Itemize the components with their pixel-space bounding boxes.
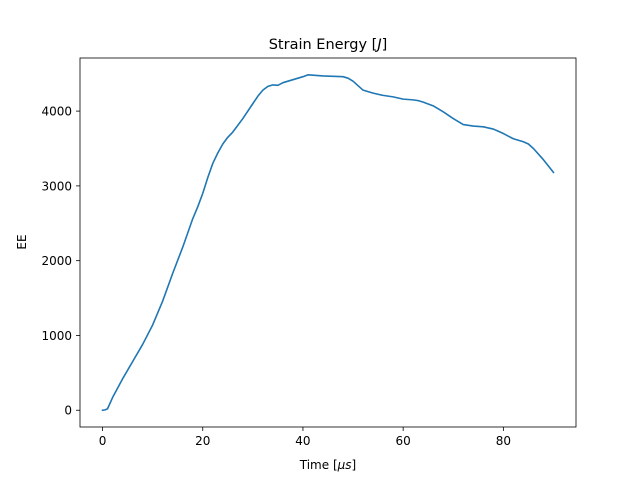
x-tick-label: 20: [195, 434, 210, 448]
chart-title-prefix: Strain Energy [: [269, 37, 378, 53]
x-tick-label: 60: [396, 434, 411, 448]
x-tick-label: 40: [295, 434, 310, 448]
y-tick-label: 3000: [41, 179, 72, 193]
y-tick-label: 1000: [41, 329, 72, 343]
y-tick-label: 2000: [41, 254, 72, 268]
series-line-0: [101, 74, 555, 412]
chart-title: Strain Energy [J]: [269, 37, 388, 53]
x-axis-label: Time [μs]: [299, 458, 356, 472]
x-tick-label: 80: [496, 434, 511, 448]
chart-title-unit: J: [374, 37, 381, 53]
x-axis-label-prefix: Time [: [299, 458, 338, 472]
plot-area: 0 20 40 60 80 0 1000 2000 3000 4000: [41, 57, 577, 448]
y-tick-label: 0: [64, 404, 72, 418]
y-axis-label: EE: [15, 234, 29, 249]
x-axis-label-unit: μs: [337, 458, 352, 472]
x-axis-label-suffix: ]: [352, 458, 357, 472]
chart-title-suffix: ]: [382, 37, 388, 53]
x-tick-label: 0: [99, 434, 107, 448]
y-tick-label: 4000: [41, 105, 72, 119]
axes-frame: [79, 57, 577, 428]
